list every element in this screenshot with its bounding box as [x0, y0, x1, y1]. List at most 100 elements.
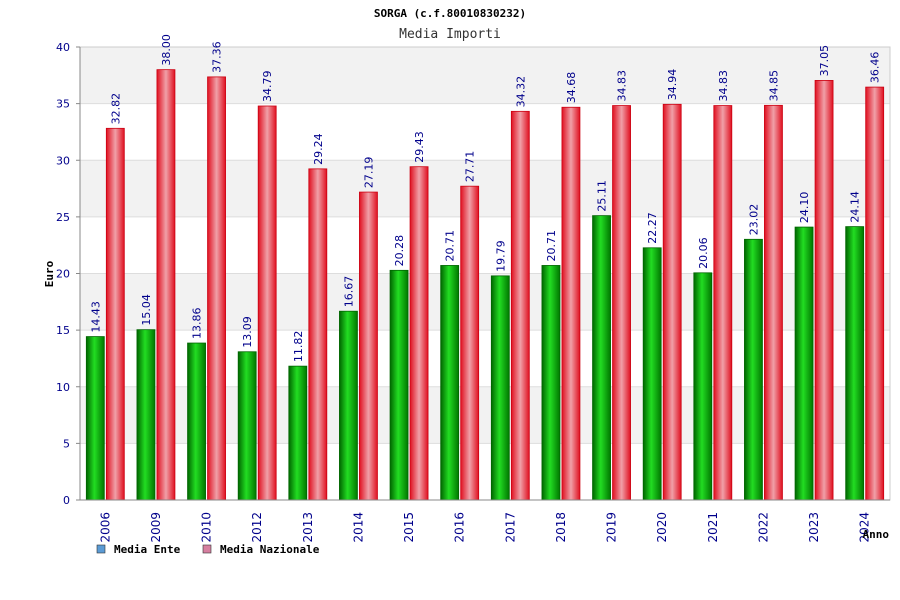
data-label-ente-2012: 13.09	[241, 316, 254, 348]
data-label-ente-2020: 22.27	[646, 212, 659, 244]
data-label-nazionale-2009: 38.00	[160, 34, 173, 66]
data-label-ente-2010: 13.86	[191, 308, 204, 340]
y-tick-label: 15	[56, 324, 70, 337]
data-label-ente-2013: 11.82	[292, 331, 305, 363]
data-label-ente-2018: 20.71	[545, 230, 558, 262]
bar-nazionale-2020	[662, 103, 682, 501]
bar-nazionale-2018	[561, 106, 581, 501]
bar-ente-2018	[541, 265, 561, 501]
bar-nazionale-2016	[460, 185, 480, 501]
data-label-nazionale-2015: 29.43	[413, 131, 426, 163]
x-tick-label: 2024	[858, 512, 872, 543]
data-label-nazionale-2021: 34.83	[717, 70, 730, 102]
data-label-nazionale-2012: 34.79	[261, 71, 274, 103]
x-tick-label: 2023	[807, 512, 821, 543]
bar-ente-2012	[237, 351, 257, 501]
x-tick-label: 2006	[98, 512, 112, 543]
y-tick-label: 5	[63, 437, 70, 450]
bar-nazionale-2024	[865, 86, 885, 501]
data-label-ente-2014: 16.67	[342, 276, 355, 308]
data-label-nazionale-2024: 36.46	[869, 52, 882, 84]
data-label-ente-2022: 23.02	[747, 204, 760, 236]
bar-ente-2021	[693, 272, 713, 501]
y-tick-label: 25	[56, 211, 70, 224]
bar-nazionale-2019	[612, 105, 631, 501]
y-tick-label: 30	[56, 154, 70, 167]
x-axis: 2006 2009 2010 2012 2013 2014 2015 2016 2017 2018…	[80, 499, 890, 543]
x-tick-label: 2017	[503, 512, 517, 543]
legend-label-nazionale: Media Nazionale	[220, 543, 320, 556]
bar-ente-2023	[794, 226, 814, 501]
legend-swatch-nazionale	[202, 544, 212, 554]
bar-ente-2009	[136, 329, 156, 501]
data-label-ente-2015: 20.28	[393, 235, 406, 267]
x-tick-label: 2015	[402, 512, 416, 543]
x-tick-label: 2010	[200, 512, 214, 543]
bar-ente-2013	[288, 365, 308, 501]
bar-ente-2014	[339, 310, 358, 501]
data-label-nazionale-2020: 34.94	[666, 69, 679, 101]
bar-nazionale-2017	[510, 110, 530, 501]
bar-ente-2006	[85, 336, 105, 501]
data-label-nazionale-2010: 37.36	[211, 41, 224, 73]
x-tick-label: 2020	[655, 512, 669, 543]
bar-ente-2017	[490, 275, 510, 501]
chart-subtitle: Media Importi	[399, 27, 501, 42]
data-label-ente-2019: 25.11	[596, 180, 609, 212]
data-label-ente-2024: 24.14	[849, 191, 862, 223]
bar-ente-2019	[592, 215, 611, 501]
x-tick-label: 2021	[706, 512, 720, 543]
data-label-ente-2016: 20.71	[444, 230, 457, 262]
data-label-ente-2006: 14.43	[89, 301, 102, 333]
bar-ente-2020	[642, 247, 662, 501]
bar-ente-2015	[389, 269, 409, 501]
data-label-nazionale-2013: 29.24	[312, 133, 325, 165]
data-label-nazionale-2022: 34.85	[767, 70, 780, 102]
bar-nazionale-2006	[105, 127, 125, 501]
bar-nazionale-2022	[764, 104, 783, 501]
bar-nazionale-2021	[713, 105, 733, 501]
data-label-ente-2017: 19.79	[494, 240, 507, 272]
y-axis: 0 5 10 15 20 25 30 35 40	[56, 41, 81, 507]
x-tick-label: 2016	[453, 512, 467, 543]
bar-ente-2010	[187, 342, 206, 501]
chart-title: SORGA (c.f.80010830232)	[374, 7, 526, 20]
bar-nazionale-2010	[207, 76, 226, 501]
y-axis-title: Euro	[43, 260, 56, 287]
data-label-nazionale-2018: 34.68	[565, 72, 578, 104]
bar-nazionale-2009	[156, 69, 176, 501]
bar-ente-2022	[744, 238, 763, 501]
data-label-nazionale-2016: 27.71	[464, 151, 477, 183]
data-label-nazionale-2023: 37.05	[818, 45, 831, 77]
bar-ente-2024	[845, 226, 865, 501]
x-tick-label: 2009	[149, 512, 163, 543]
bar-ente-2016	[440, 265, 460, 501]
data-label-nazionale-2019: 34.83	[616, 70, 629, 102]
y-tick-label: 40	[56, 41, 70, 54]
bar-nazionale-2012	[257, 105, 277, 501]
data-label-nazionale-2014: 27.19	[362, 157, 375, 189]
x-tick-label: 2018	[554, 512, 568, 543]
legend-label-ente: Media Ente	[114, 543, 181, 556]
data-label-nazionale-2017: 34.32	[514, 76, 527, 108]
y-tick-label: 20	[56, 268, 70, 281]
bar-nazionale-2014	[359, 191, 378, 501]
data-label-ente-2021: 20.06	[697, 237, 710, 269]
bar-nazionale-2023	[814, 80, 834, 501]
y-tick-label: 35	[56, 98, 70, 111]
bar-nazionale-2013	[308, 168, 328, 501]
legend-swatch-ente	[96, 544, 106, 554]
y-tick-label: 0	[63, 494, 70, 507]
x-tick-label: 2014	[351, 512, 365, 543]
legend: Media Ente Media Nazionale	[96, 543, 320, 556]
x-tick-label: 2019	[605, 512, 619, 543]
x-tick-label: 2022	[756, 512, 770, 543]
x-axis-title: Anno	[863, 528, 890, 541]
x-tick-label: 2013	[301, 512, 315, 543]
data-label-nazionale-2006: 32.82	[109, 93, 122, 125]
y-tick-label: 10	[56, 381, 70, 394]
bar-nazionale-2015	[409, 166, 429, 501]
data-label-ente-2009: 15.04	[140, 294, 153, 326]
data-label-ente-2023: 24.10	[798, 192, 811, 224]
